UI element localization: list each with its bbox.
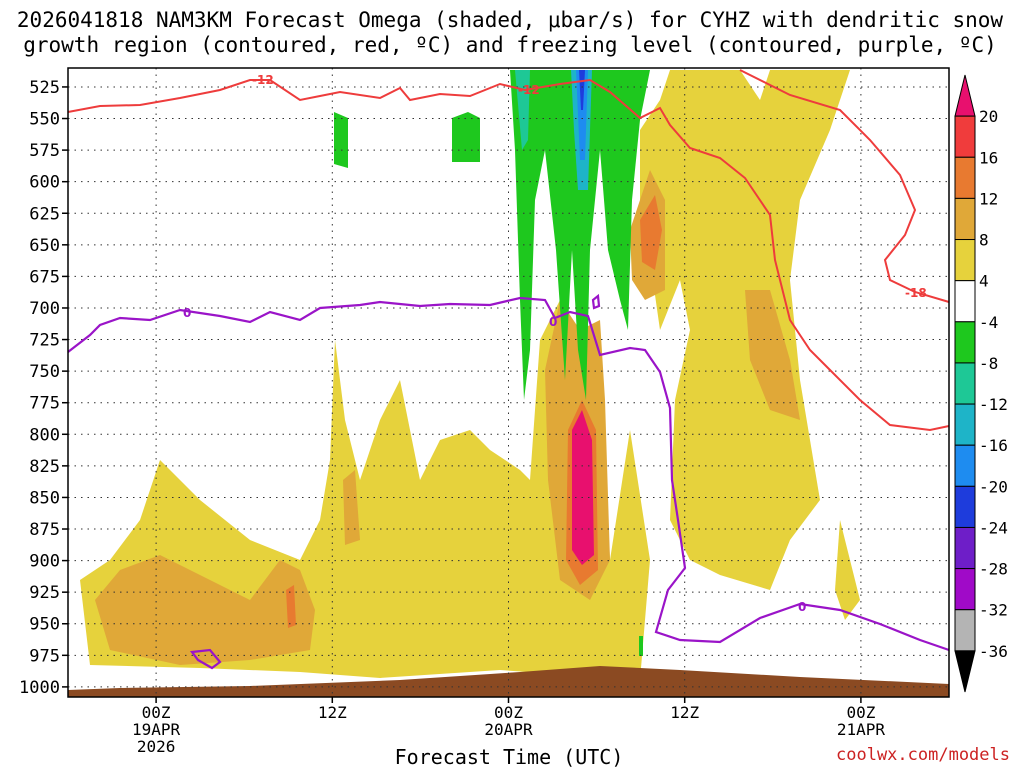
contour-label-minus12-center: -12	[518, 83, 540, 97]
contour-label-minus12-left: -12	[252, 73, 274, 87]
colorbar-segment	[954, 403, 976, 446]
omega-region-maximum	[572, 410, 594, 565]
x-tick-label: 00Z	[142, 703, 171, 722]
dendritic-contour-minus12	[67, 78, 950, 432]
omega-region-strong-upper	[640, 195, 662, 270]
colorbar-segment	[954, 156, 976, 199]
colorbar-segment	[954, 568, 976, 611]
y-tick-label: 600	[29, 173, 60, 193]
colorbar-label: -20	[979, 477, 1008, 496]
colorbar-segment	[954, 115, 976, 158]
x-tick-label: 00Z	[494, 703, 523, 722]
colorbar-label: 4	[979, 272, 989, 291]
colorbar-segment	[954, 526, 976, 570]
y-tick-label: 1000	[19, 678, 60, 698]
freezing-level-contour	[67, 296, 950, 652]
contour-label-minus18: -18	[905, 286, 927, 300]
colorbar-segment	[954, 280, 976, 323]
colorbar-segment	[954, 485, 976, 528]
colorbar-label: -36	[979, 642, 1008, 661]
x-tick-label: 20APR	[484, 720, 533, 739]
y-tick-label: 875	[29, 520, 60, 540]
omega-region-weak-rise-right	[640, 70, 850, 590]
colorbar-segment	[954, 239, 976, 282]
contour-label-zero-left: 0	[183, 306, 191, 320]
omega-region-moderate-left	[95, 555, 315, 665]
y-tick-label: 900	[29, 552, 60, 572]
y-tick-label: 950	[29, 615, 60, 635]
colorbar-label: -8	[979, 354, 998, 373]
omega-region-weak-rise-left	[80, 300, 650, 680]
y-tick-label: 975	[29, 646, 60, 666]
dendritic-contour-minus18	[739, 69, 950, 303]
x-tick-label: 2026	[137, 737, 176, 756]
colorbar-segment	[954, 650, 976, 693]
grid-lines	[68, 68, 949, 697]
plot-area: -12 -12 -18 0 0 0	[67, 67, 950, 698]
omega-region-sinking-cell-3	[639, 636, 643, 656]
colorbar-segment	[954, 74, 976, 117]
y-tick-label: 525	[29, 78, 60, 98]
colorbar-label: -4	[979, 313, 998, 332]
colorbar-segment	[954, 321, 976, 364]
omega-region-weak-rise-lower-right	[835, 520, 860, 620]
y-tick-label: 650	[29, 236, 60, 256]
omega-region-sinking-cell-1	[334, 112, 348, 168]
y-axis: 525 550 575 600 625 650 675 700 725 750 775 800 825 8…	[19, 78, 68, 698]
y-tick-label: 925	[29, 583, 60, 603]
colorbar-segment	[954, 609, 976, 652]
omega-region-moderate-right	[745, 290, 800, 420]
colorbar-label: 16	[979, 148, 998, 167]
y-tick-label: 725	[29, 331, 60, 351]
y-tick-label: 800	[29, 425, 60, 445]
x-axis-label: Forecast Time (UTC)	[395, 745, 624, 768]
colorbar-label: 8	[979, 231, 989, 250]
colorbar: 20 16 12 8 4 -4 -8 -12 -16 -20 -24 -28 -32 -36	[954, 74, 1008, 693]
omega-region-strong-left	[286, 585, 296, 628]
omega-region-sinking-green	[510, 70, 650, 400]
x-tick-label: 12Z	[318, 703, 347, 722]
contour-label-zero-center: 0	[549, 315, 557, 329]
y-tick-label: 825	[29, 457, 60, 477]
omega-region-sinking-cell-2	[452, 112, 480, 162]
contour-label-zero-right: 0	[798, 600, 806, 614]
y-tick-label: 575	[29, 141, 60, 161]
x-tick-label: 21APR	[837, 720, 886, 739]
colorbar-label: -24	[979, 518, 1008, 537]
colorbar-segment	[954, 444, 976, 487]
y-tick-label: 850	[29, 488, 60, 508]
y-tick-label: 775	[29, 394, 60, 414]
colorbar-label: -28	[979, 560, 1008, 579]
y-tick-label: 625	[29, 204, 60, 224]
x-tick-label: 00Z	[846, 703, 875, 722]
credit-text: coolwx.com/models	[836, 745, 1010, 765]
colorbar-label: -16	[979, 436, 1008, 455]
colorbar-label: -32	[979, 601, 1008, 620]
y-tick-label: 750	[29, 362, 60, 382]
y-tick-label: 700	[29, 299, 60, 319]
chart-title-line-2: growth region (contoured, red, ºC) and f…	[23, 33, 997, 57]
omega-region-moderate-small	[343, 470, 360, 545]
omega-shading	[80, 70, 860, 680]
terrain-surface	[68, 666, 949, 697]
chart-title-line-1: 2026041818 NAM3KM Forecast Omega (shaded…	[17, 8, 1004, 32]
colorbar-segment	[954, 197, 976, 241]
x-tick-label: 12Z	[670, 703, 699, 722]
y-tick-label: 675	[29, 267, 60, 287]
y-tick-label: 550	[29, 110, 60, 130]
colorbar-label: 20	[979, 107, 998, 126]
colorbar-segment	[954, 362, 976, 405]
colorbar-label: -12	[979, 395, 1008, 414]
freezing-level-contour-loop-1	[189, 648, 222, 670]
x-tick-label: 19APR	[132, 720, 181, 739]
freezing-level-contour-loop-2	[591, 293, 601, 310]
colorbar-label: 12	[979, 189, 998, 208]
omega-region-sinking-blue	[576, 70, 588, 160]
